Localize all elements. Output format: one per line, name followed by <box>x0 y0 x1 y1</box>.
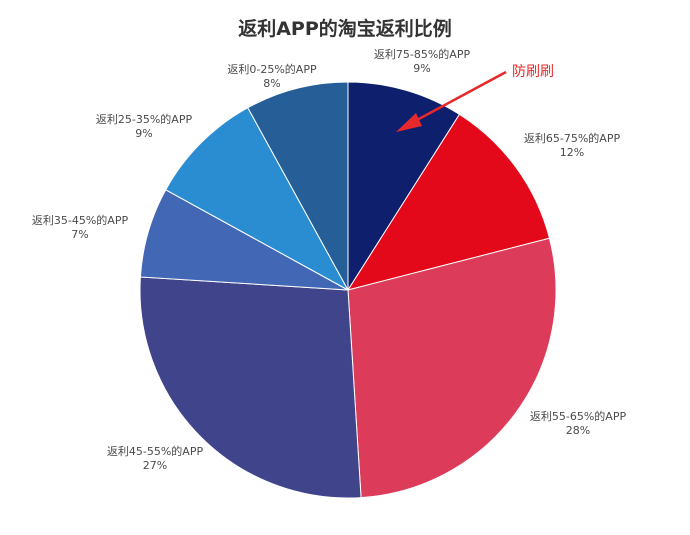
slice-name-label: 返利45-55%的APP <box>107 444 204 458</box>
slice-name-label: 返利25-35%的APP <box>96 112 193 126</box>
slice-name-label: 返利75-85%的APP <box>374 47 471 61</box>
slice-percent-label: 27% <box>143 459 167 472</box>
slice-percent-label: 8% <box>263 77 280 90</box>
pie-slice <box>346 113 551 291</box>
pie-slice <box>347 81 461 292</box>
slice-name-label: 返利35-45%的APP <box>32 213 129 227</box>
slice-name-label: 返利0-25%的APP <box>227 62 317 76</box>
annotation-arrow-head <box>396 113 422 132</box>
slice-percent-label: 28% <box>566 424 590 437</box>
slice-percent-label: 12% <box>560 146 584 159</box>
pie-slice <box>247 81 349 291</box>
pie-slice <box>165 107 350 292</box>
chart-title: 返利APP的淘宝返利比例 <box>238 18 452 40</box>
annotation-arrow-line <box>403 70 507 129</box>
pie-slice <box>347 237 557 499</box>
slice-percent-label: 9% <box>413 62 430 75</box>
slice-percent-label: 7% <box>71 228 88 241</box>
slice-percent-label: 9% <box>135 127 152 140</box>
slice-name-label: 返利55-65%的APP <box>530 409 627 423</box>
slice-name-label: 返利65-75%的APP <box>524 131 621 145</box>
pie-slice <box>139 276 362 499</box>
annotation-text: 防刷刷 <box>512 64 554 80</box>
